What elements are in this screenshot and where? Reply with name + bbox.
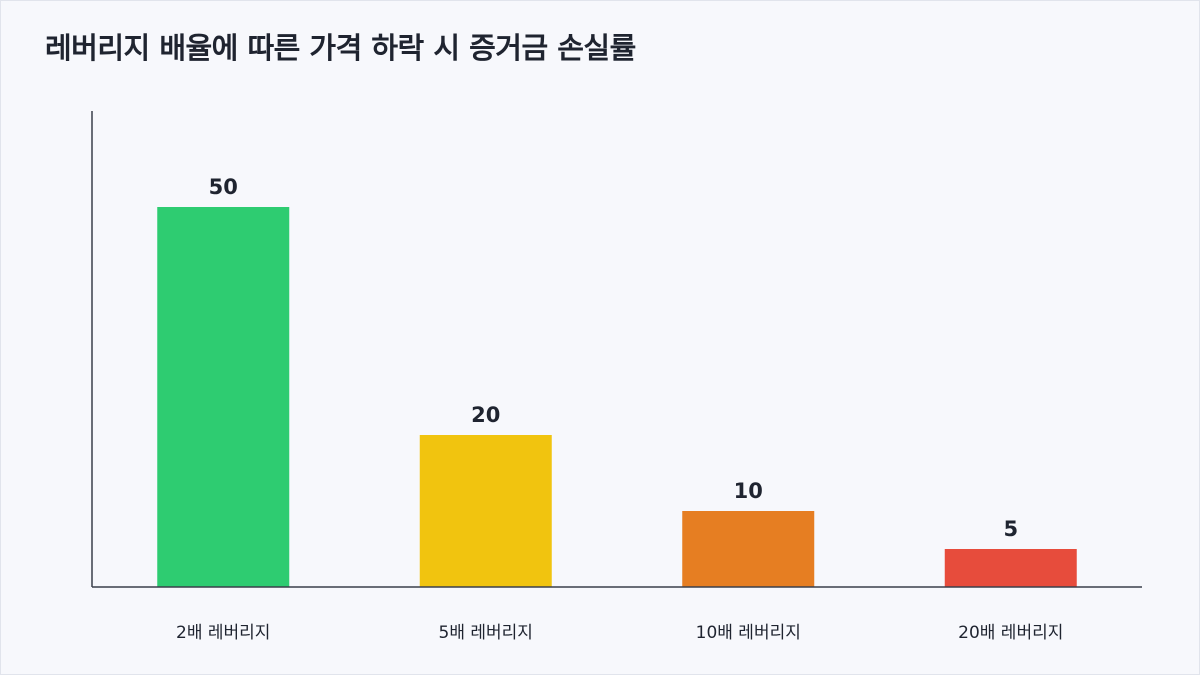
bar-value-label-4: 5 bbox=[1003, 517, 1018, 541]
category-label-3: 10배 레버리지 bbox=[696, 623, 801, 643]
category-label-1: 2배 레버리지 bbox=[176, 623, 270, 643]
bar-4 bbox=[944, 549, 1077, 587]
bar-1 bbox=[157, 207, 290, 587]
chart-title: 레버리지 배율에 따른 가격 하락 시 증거금 손실률 bbox=[45, 31, 636, 65]
bar-value-label-1: 50 bbox=[209, 175, 238, 199]
labels-layer: 50 2배 레버리지 20 5배 레버리지 10 10배 레버리지 5 20배 레버리지 bbox=[176, 175, 1063, 643]
bar-2 bbox=[419, 435, 552, 587]
bar-3 bbox=[682, 511, 815, 587]
bar-value-label-2: 20 bbox=[471, 403, 500, 427]
bars-layer bbox=[157, 207, 1077, 587]
category-label-2: 5배 레버리지 bbox=[439, 623, 533, 643]
bar-value-label-3: 10 bbox=[734, 479, 763, 503]
category-label-4: 20배 레버리지 bbox=[958, 623, 1063, 643]
